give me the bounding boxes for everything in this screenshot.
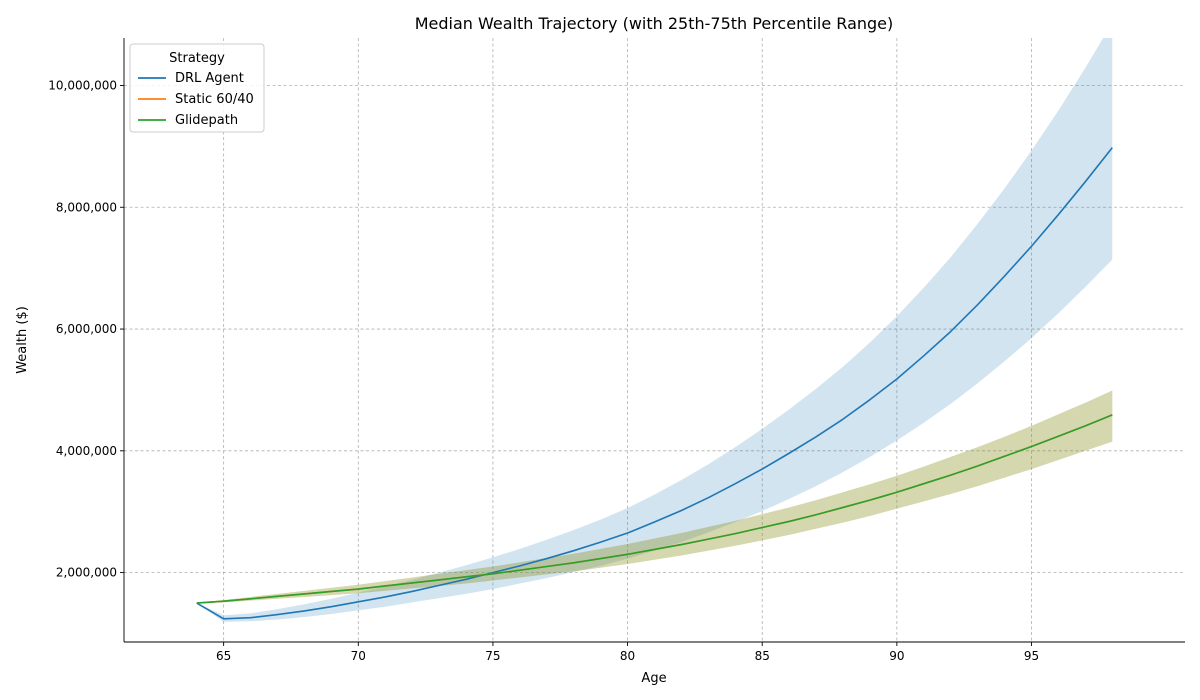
legend-title: Strategy xyxy=(169,51,225,66)
x-tick-label: 80 xyxy=(620,649,635,663)
legend-box xyxy=(129,43,265,133)
percentile-band xyxy=(196,390,1113,604)
percentile-band xyxy=(196,38,1113,622)
x-tick-label: 75 xyxy=(485,649,500,663)
y-axis-label: Wealth ($) xyxy=(15,306,30,374)
series-line xyxy=(196,147,1113,620)
series-line xyxy=(196,414,1113,604)
y-tick-label: 10,000,000 xyxy=(48,78,117,92)
x-tick-label: 65 xyxy=(216,649,231,663)
legend: Strategy DRL Agent Static 60/40 Glidepath xyxy=(129,43,265,133)
percentile-bands xyxy=(196,38,1113,622)
legend-entry: Glidepath xyxy=(175,113,238,128)
x-tick-label: 70 xyxy=(351,649,366,663)
y-tick-label: 6,000,000 xyxy=(56,322,117,336)
y-tick-label: 8,000,000 xyxy=(56,200,117,214)
legend-entry: DRL Agent xyxy=(175,71,244,86)
x-tick-label: 95 xyxy=(1024,649,1039,663)
chart-title: Median Wealth Trajectory (with 25th-75th… xyxy=(415,14,894,33)
y-tick-label: 4,000,000 xyxy=(56,444,117,458)
x-axis-label: Age xyxy=(641,671,666,686)
percentile-band xyxy=(196,390,1113,604)
grid-lines xyxy=(124,38,1185,642)
median-lines xyxy=(196,147,1113,620)
axes: 65 70 75 80 85 90 95 2,000,000 4,000,000 6,000,00… xyxy=(48,38,1185,663)
x-tick-label: 90 xyxy=(889,649,904,663)
x-tick-label: 85 xyxy=(755,649,770,663)
y-tick-label: 2,000,000 xyxy=(56,566,117,580)
legend-entry: Static 60/40 xyxy=(175,92,254,107)
